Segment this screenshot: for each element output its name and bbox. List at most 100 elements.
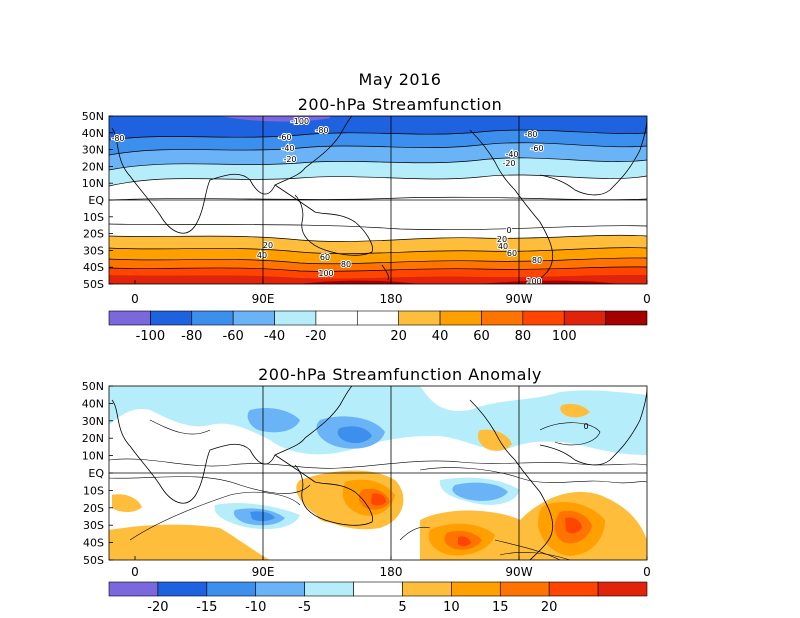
colorbar-label: -20 [147, 600, 168, 615]
contour-label: -100 [291, 117, 309, 126]
lon-tick-label: 90E [252, 565, 275, 579]
lat-tick-label: 20S [83, 502, 104, 515]
colorbar-swatch [232, 310, 275, 326]
contour-label: -40 [505, 150, 518, 159]
lat-tick-label: 50N [82, 380, 104, 393]
panel2-title: 200-hPa Streamfunction Anomaly [258, 365, 542, 384]
panel2-lat-axis: 50N 40N 30N 20N 10N EQ 10S 20S 30S 40S 50S [82, 380, 113, 567]
colorbar-label: 20 [541, 600, 558, 615]
contour-label: -80 [111, 134, 124, 143]
lat-tick-label: 20N [82, 432, 104, 445]
colorbar-swatch [522, 310, 565, 326]
lat-tick-label: 30N [82, 144, 104, 157]
contour-label: 60 [507, 249, 517, 258]
panel1-contour-labels: -100 -80 -80 -60 -40 -20 -80 -60 -40 -20… [110, 116, 544, 286]
lon-tick-label: 0 [131, 565, 139, 579]
contour-label: 20 [263, 241, 273, 250]
contour-label: 0 [583, 422, 588, 431]
panel1-colorbar: -100 -80 -60 -40 -20 20 40 60 80 100 [108, 310, 648, 344]
colorbar-label: 100 [552, 329, 577, 344]
colorbar-swatch [439, 310, 482, 326]
colorbar-swatch [304, 581, 354, 597]
lat-tick-label: EQ [88, 194, 104, 207]
colorbar-swatch [191, 310, 234, 326]
colorbar-swatch [548, 581, 599, 597]
colorbar-label: -10 [245, 600, 266, 615]
colorbar-label: -60 [223, 329, 244, 344]
colorbar-label: 15 [492, 600, 509, 615]
panel1-title: 200-hPa Streamfunction [297, 95, 503, 114]
panel1-lat-axis: 50N 40N 30N 20N 10N EQ 10S 20S 30S 40S 50S [82, 110, 113, 291]
colorbar-swatch [274, 310, 317, 326]
lat-tick-label: 50N [82, 110, 104, 123]
colorbar-label: -5 [298, 600, 311, 615]
contour-label: -80 [315, 126, 328, 135]
contour-label: -20 [502, 159, 515, 168]
lat-tick-label: EQ [88, 467, 104, 480]
colorbar-label: 20 [390, 329, 407, 344]
colorbar-swatch [398, 310, 441, 326]
contour-label: 40 [498, 242, 508, 251]
colorbar-label: -40 [264, 329, 285, 344]
colorbar-swatch [597, 581, 648, 597]
colorbar-swatch [108, 581, 159, 597]
lon-tick-label: 90E [252, 292, 275, 306]
contour-label: -60 [530, 144, 543, 153]
contour-label: -40 [281, 144, 294, 153]
panel2-colorbar: -20 -15 -10 -5 5 10 15 20 [108, 581, 648, 615]
contour-label: 80 [532, 256, 542, 265]
colorbar-swatch [157, 581, 208, 597]
lat-tick-label: 40S [83, 537, 104, 550]
lat-tick-label: 40N [82, 127, 104, 140]
colorbar-swatch [402, 581, 452, 597]
colorbar-swatch [605, 310, 648, 326]
lat-tick-label: 30S [83, 519, 104, 532]
colorbar-label: 80 [515, 329, 532, 344]
colorbar-label: -15 [196, 600, 217, 615]
lat-tick-label: 20S [83, 228, 104, 241]
colorbar-swatch [353, 581, 403, 597]
lat-tick-label: 50S [83, 554, 104, 567]
colorbar-label: -80 [181, 329, 202, 344]
colorbar-swatch [563, 310, 606, 326]
colorbar-label: 10 [443, 600, 460, 615]
lon-tick-label: 180 [380, 565, 403, 579]
contour-label: -60 [278, 133, 291, 142]
contour-label: 40 [257, 251, 267, 260]
lat-tick-label: 10S [83, 484, 104, 497]
lon-tick-label: 180 [380, 292, 403, 306]
lon-tick-label: 0 [131, 292, 139, 306]
contour-label: 80 [341, 260, 351, 269]
contour-label: 100 [318, 269, 333, 278]
colorbar-swatch [206, 581, 257, 597]
colorbar-swatch [481, 310, 524, 326]
colorbar-swatch [499, 581, 550, 597]
panel2-lon-axis: 0 90E 180 90W 0 [131, 556, 651, 579]
colorbar-swatch [108, 310, 151, 326]
contour-label: -80 [524, 130, 537, 139]
lat-tick-label: 30N [82, 415, 104, 428]
lon-tick-label: 90W [505, 292, 532, 306]
streamfunction-map: -100 -80 -80 -60 -40 -20 -80 -60 -40 -20… [109, 116, 647, 286]
lat-tick-label: 40S [83, 261, 104, 274]
colorbar-label: 40 [432, 329, 449, 344]
lat-tick-label: 40N [82, 397, 104, 410]
lat-tick-label: 10S [83, 211, 104, 224]
lat-tick-label: 10N [82, 450, 104, 463]
colorbar-label: 60 [473, 329, 490, 344]
colorbar-label: -20 [305, 329, 326, 344]
contour-label: 100 [526, 277, 541, 286]
colorbar-label: 5 [398, 600, 406, 615]
lat-tick-label: 30S [83, 244, 104, 257]
lat-tick-label: 10N [82, 177, 104, 190]
contour-label: -20 [283, 155, 296, 164]
colorbar-label: -100 [136, 329, 166, 344]
lon-tick-label: 0 [643, 565, 651, 579]
lon-tick-label: 90W [505, 565, 532, 579]
colorbar-swatch [357, 310, 399, 326]
contour-label: 0 [506, 226, 511, 235]
colorbar-swatch [315, 310, 358, 326]
month-title: May 2016 [358, 70, 442, 89]
lat-tick-label: 20N [82, 160, 104, 173]
